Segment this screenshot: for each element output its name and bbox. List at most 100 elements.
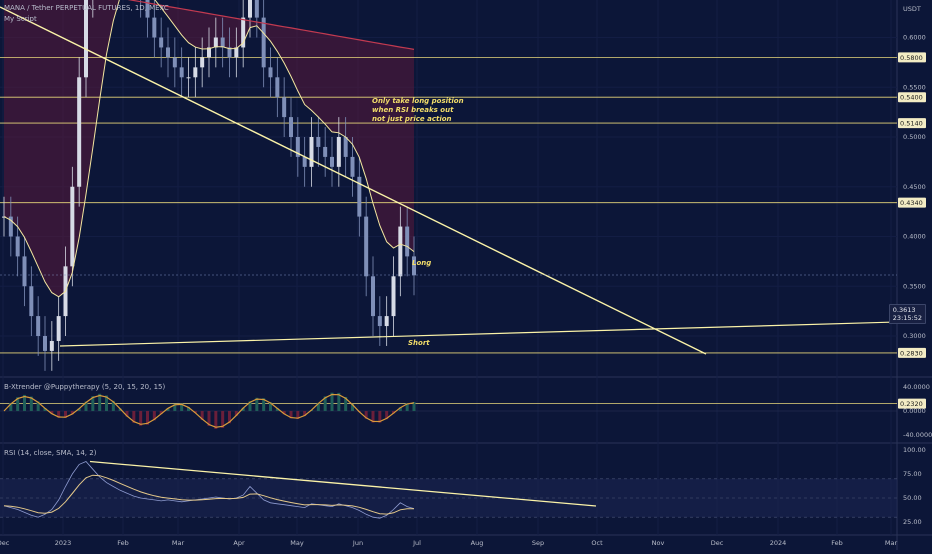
candle-body [152, 17, 157, 38]
rsi-legend: RSI (14, close, SMA, 14, 2) [4, 449, 97, 457]
candle-body [213, 37, 218, 48]
rsi-ma-line [3, 474, 415, 515]
candle-body [289, 117, 293, 137]
candle-body [316, 137, 321, 147]
y-tick-label: 0.5000 [903, 133, 926, 141]
rsi-tick-label: 50.00 [903, 494, 922, 502]
x-tick-label: Feb [117, 539, 129, 547]
candle-body [29, 286, 34, 317]
x-tick-label: Feb [831, 539, 843, 547]
annotation-note-2: when RSI breaks out [372, 106, 454, 114]
candle-body [193, 67, 198, 78]
candle-body [172, 57, 177, 68]
candle-body [343, 137, 348, 157]
candle-body [391, 276, 396, 317]
candle-body [268, 67, 273, 78]
rsi-tick-label: 25.00 [903, 518, 922, 526]
last-price-tag: 0.3613 23:15:52 [888, 304, 926, 324]
candle-body [302, 156, 307, 167]
x-tick-label: 2023 [55, 539, 72, 547]
x-tick-label: May [290, 539, 304, 547]
level-tag-label: 0.4340 [900, 199, 923, 207]
candle-body [336, 137, 341, 167]
candle-body [323, 146, 328, 157]
candle-body [227, 47, 232, 58]
descending-trendline [0, 6, 707, 355]
x-tick-label: Apr [233, 539, 245, 547]
level-tag [898, 347, 926, 358]
y-tick-label: 0.6000 [903, 34, 926, 42]
candle-body [350, 156, 355, 177]
x-tick-label: Jun [352, 539, 363, 547]
candle-body [159, 37, 164, 48]
countdown-value: 23:15:52 [892, 314, 922, 322]
level-tag [898, 92, 926, 103]
candle-body [15, 236, 20, 257]
candle-body [282, 97, 287, 118]
annotation-note-1: Only take long position [372, 97, 464, 105]
candle-body [200, 57, 205, 68]
x-tick-label: Aug [471, 539, 484, 547]
xtrender-signal-line [3, 393, 415, 428]
x-tick-label: Dec [0, 539, 10, 547]
level-tag [898, 52, 926, 63]
level-tag-label: 0.5400 [900, 94, 923, 102]
candle-body [207, 47, 211, 58]
candle-body [234, 47, 239, 58]
candle-body [220, 37, 225, 48]
candle-body [56, 316, 61, 341]
script-name: My Script [4, 15, 37, 23]
y-tick-label: 0.3500 [903, 282, 926, 290]
x-tick-label: Sep [532, 539, 544, 547]
candle-body [377, 316, 382, 327]
candle-body [357, 176, 362, 217]
x-tick-label: Jul [412, 539, 421, 547]
level-tag-label: 0.5800 [900, 54, 923, 62]
xtrender-tick-label: 40.0000 [903, 383, 930, 391]
level-tag-label: 0.5140 [900, 119, 923, 127]
level-tag [898, 398, 926, 409]
currency-label: USDT [903, 5, 921, 13]
candle-body [371, 276, 375, 317]
chart-title: MANA / Tether PERPETUAL FUTURES, 1D, MEX… [4, 4, 169, 12]
candle-body [398, 226, 403, 277]
y-tick-label: 0.5500 [903, 83, 926, 91]
x-tick-label: Dec [711, 539, 724, 547]
ascending-trendline [59, 321, 898, 347]
candle-body [22, 256, 27, 287]
candle-body [248, 0, 252, 18]
rsi-tick-label: 100.00 [903, 446, 926, 454]
candle-body [36, 316, 41, 336]
last-price-value: 0.3613 [892, 306, 916, 314]
annotation-note-3: not just price action [372, 115, 452, 123]
y-tick-label: 0.4500 [903, 183, 926, 191]
annotation-long: Long [412, 259, 432, 267]
ma-cloud [4, 0, 414, 297]
candle-body [261, 17, 266, 68]
x-tick-label: Nov [652, 539, 665, 547]
candle-body [309, 137, 314, 167]
rsi-trendline [89, 460, 597, 507]
fast-ma-line [3, 0, 415, 298]
level-tag-label: 0.2830 [900, 349, 923, 357]
candle-body [364, 216, 369, 277]
candle-body [295, 137, 300, 157]
xtrender-tick-label: 0.0000 [903, 407, 926, 415]
level-tag [898, 118, 926, 129]
x-tick-label: Mar [172, 539, 185, 547]
candle-body [405, 226, 410, 257]
xtrender-legend: B-Xtrender @Puppytherapy (5, 20, 15, 20,… [4, 383, 166, 391]
candle-body [179, 67, 184, 78]
annotation-short: Short [408, 339, 430, 347]
slow-ma-line [127, 0, 415, 50]
candle-body [77, 77, 82, 187]
candle-body [49, 340, 54, 351]
candle-body [330, 156, 334, 167]
x-tick-label: Mar [885, 539, 898, 547]
candle-body [8, 216, 13, 237]
x-tick-label: 2024 [770, 539, 787, 547]
rsi-band [0, 478, 897, 518]
candle-body [275, 77, 280, 98]
